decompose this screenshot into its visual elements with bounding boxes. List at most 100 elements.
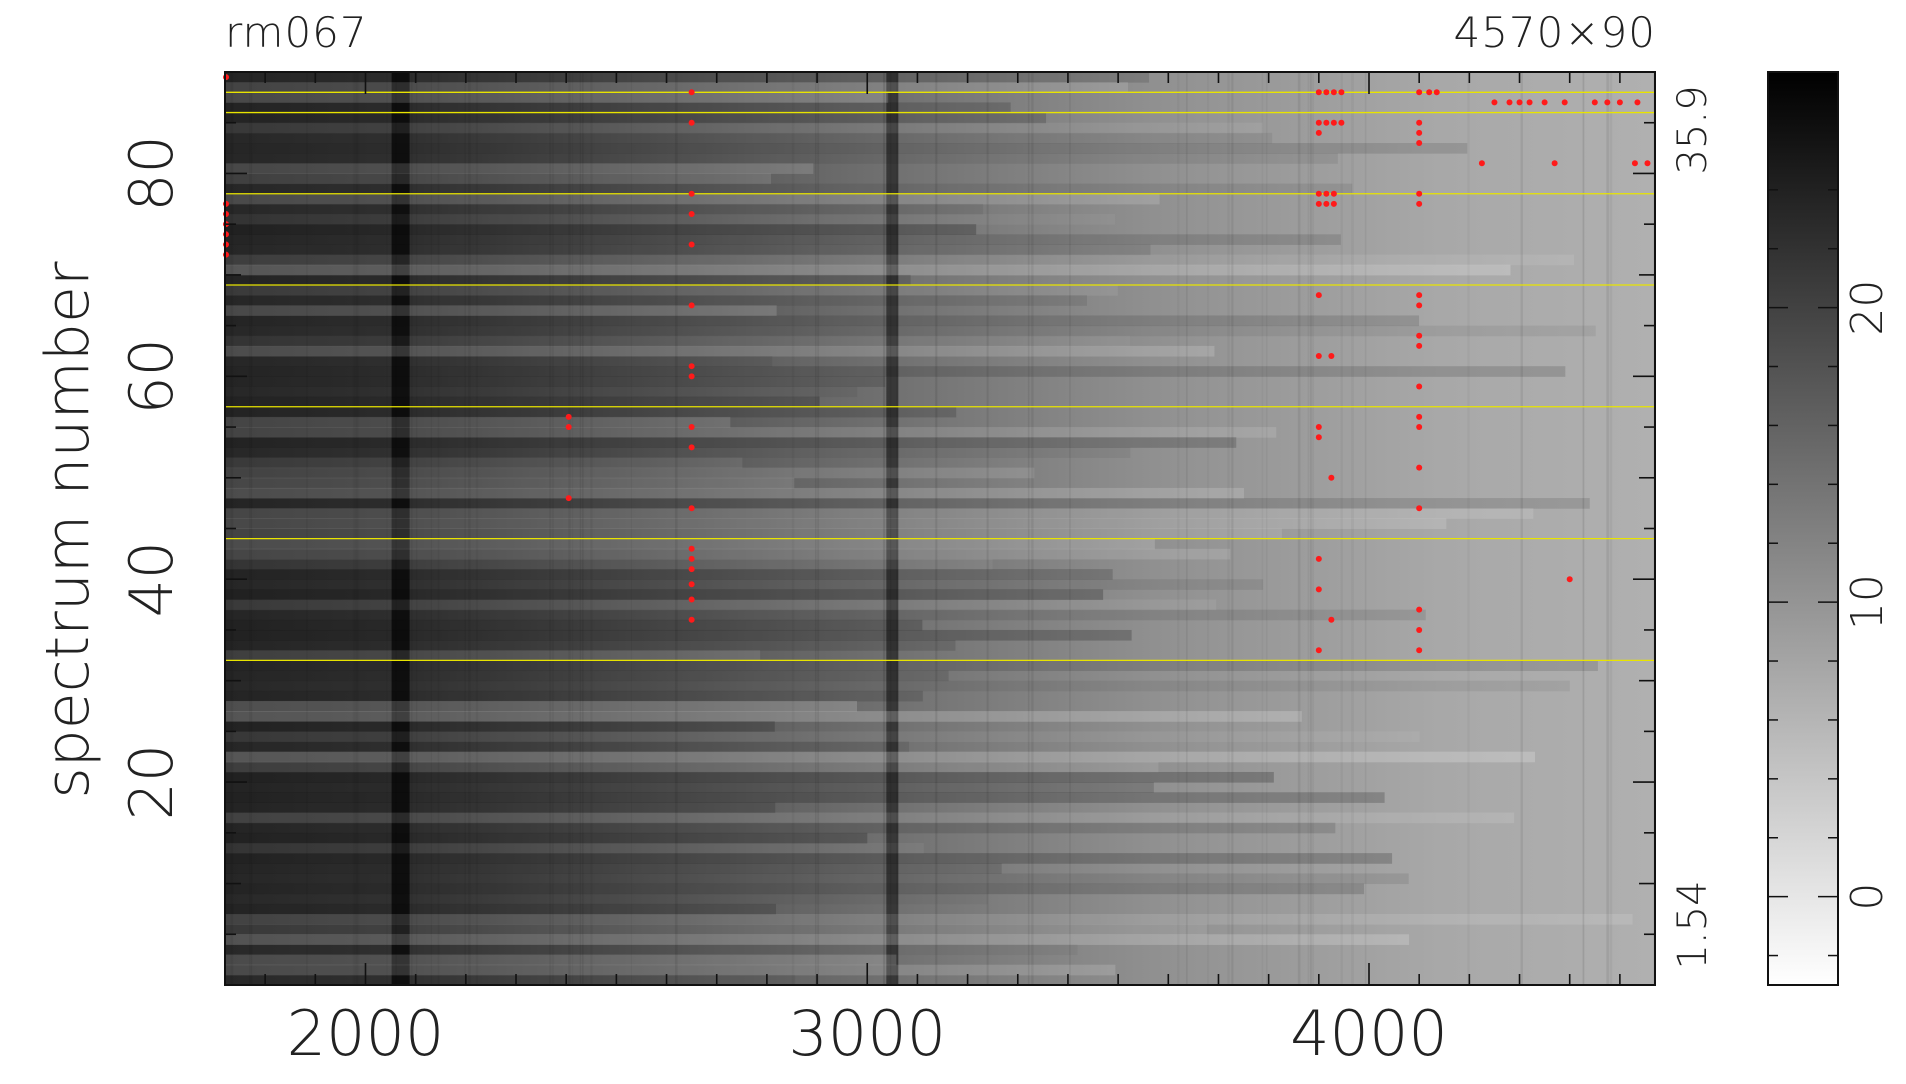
column-stripe <box>386 72 388 985</box>
bad-pixel-dot <box>688 190 695 197</box>
column-stripe <box>889 72 892 985</box>
bad-pixel-dot <box>1338 119 1345 126</box>
row-stripe <box>225 883 1365 895</box>
bad-pixel-dot <box>1416 413 1423 420</box>
column-stripe <box>882 72 885 985</box>
bad-pixel-dot <box>1416 464 1423 471</box>
bad-pixel-dot <box>1506 99 1513 106</box>
row-stripe <box>225 356 773 367</box>
row-stripe <box>225 690 923 702</box>
column-stripe <box>1309 72 1312 985</box>
bad-pixel-dot <box>1315 129 1322 136</box>
y-max-label: 35.9 <box>1670 85 1716 174</box>
bad-pixel-dot <box>1315 647 1322 654</box>
column-stripe <box>895 72 898 985</box>
row-stripe <box>225 376 886 387</box>
bad-pixel-dot <box>1478 160 1485 167</box>
row-stripe <box>225 640 956 651</box>
row-stripe <box>225 92 889 103</box>
heatmap-image <box>225 72 1655 986</box>
column-stripe <box>1297 72 1301 985</box>
row-stripe <box>225 477 795 489</box>
row-stripe <box>225 700 858 712</box>
row-stripe <box>225 325 1596 337</box>
row-stripe <box>225 670 949 682</box>
row-stripe <box>225 711 1302 722</box>
colorbar-tick-label: 0 <box>1842 883 1893 911</box>
bad-pixel-dot <box>223 74 230 81</box>
row-stripe <box>225 427 1277 438</box>
bad-pixel-dot <box>688 89 695 96</box>
bad-pixel-dot <box>688 302 695 309</box>
row-stripe <box>225 457 743 469</box>
row-stripe <box>225 102 1011 114</box>
column-stripe <box>475 72 479 985</box>
bad-pixel-dot <box>1330 190 1337 197</box>
bad-pixel-dot <box>1426 89 1433 96</box>
row-stripe <box>225 143 1468 154</box>
bad-pixel-dot <box>688 373 695 380</box>
column-stripe <box>590 72 593 985</box>
column-stripe <box>572 72 573 985</box>
column-stripe <box>1467 72 1469 985</box>
row-stripe <box>225 254 1574 266</box>
column-stripe <box>468 72 471 985</box>
x-axis-ticks: 2000 3000 4000 <box>264 72 1621 1070</box>
column-stripe <box>579 72 582 985</box>
column-stripe <box>248 72 252 985</box>
column-stripe <box>410 72 413 985</box>
column-stripe <box>1606 72 1609 985</box>
bad-pixel-dot <box>688 424 695 431</box>
bad-pixel-dot <box>1338 89 1345 96</box>
row-stripe <box>225 832 868 844</box>
row-stripe <box>225 792 1385 803</box>
row-stripe <box>225 812 1515 824</box>
row-stripe <box>225 406 957 418</box>
row-stripe <box>225 487 1244 499</box>
bad-pixel-dot <box>1634 99 1641 106</box>
bad-pixel-dot <box>1315 586 1322 593</box>
row-stripe <box>225 508 1534 519</box>
bad-pixel-dot <box>223 231 230 238</box>
bad-pixel-dot <box>1416 200 1423 207</box>
dark-column <box>391 72 410 985</box>
column-stripe <box>817 72 820 985</box>
column-stripe <box>549 72 552 985</box>
bad-pixel-dot <box>1416 190 1423 197</box>
bad-pixel-dot <box>1328 353 1335 360</box>
row-stripe <box>225 731 1420 743</box>
column-stripe <box>1177 72 1179 985</box>
dark-spectral-lines <box>391 72 899 985</box>
y-tick-label: 20 <box>117 744 187 820</box>
bad-pixel-dot <box>1416 119 1423 126</box>
row-stripe <box>225 315 1420 327</box>
bad-pixel-dot <box>1416 129 1423 136</box>
bad-pixel-dot <box>1416 424 1423 431</box>
bad-pixel-dot <box>1330 119 1337 126</box>
bad-pixel-dot <box>688 363 695 370</box>
row-stripe <box>225 619 923 631</box>
row-stripe <box>225 274 911 286</box>
bad-pixel-dot <box>688 119 695 126</box>
column-stripe <box>395 72 397 985</box>
bad-pixel-dot <box>1416 606 1423 613</box>
bad-pixel-dot <box>1416 647 1423 654</box>
bad-pixel-dot <box>1328 616 1335 623</box>
x-tick-label: 4000 <box>1290 997 1448 1070</box>
row-stripe <box>225 437 1237 448</box>
dark-column <box>886 72 899 985</box>
column-stripe <box>437 72 440 985</box>
row-stripe <box>225 193 1160 205</box>
row-stripe <box>225 771 1274 783</box>
bad-pixel-dot <box>1416 292 1423 299</box>
y-axis-ticks: 20 40 60 80 <box>117 121 1655 936</box>
plot-title: rm067 <box>225 8 368 57</box>
bad-pixel-dot <box>1416 89 1423 96</box>
column-stripe <box>306 72 308 985</box>
row-stripe <box>225 173 772 185</box>
column-stripe <box>1582 72 1585 985</box>
row-stripe <box>225 366 1566 377</box>
bad-pixel-dot <box>688 505 695 512</box>
row-stripe <box>225 528 1282 540</box>
